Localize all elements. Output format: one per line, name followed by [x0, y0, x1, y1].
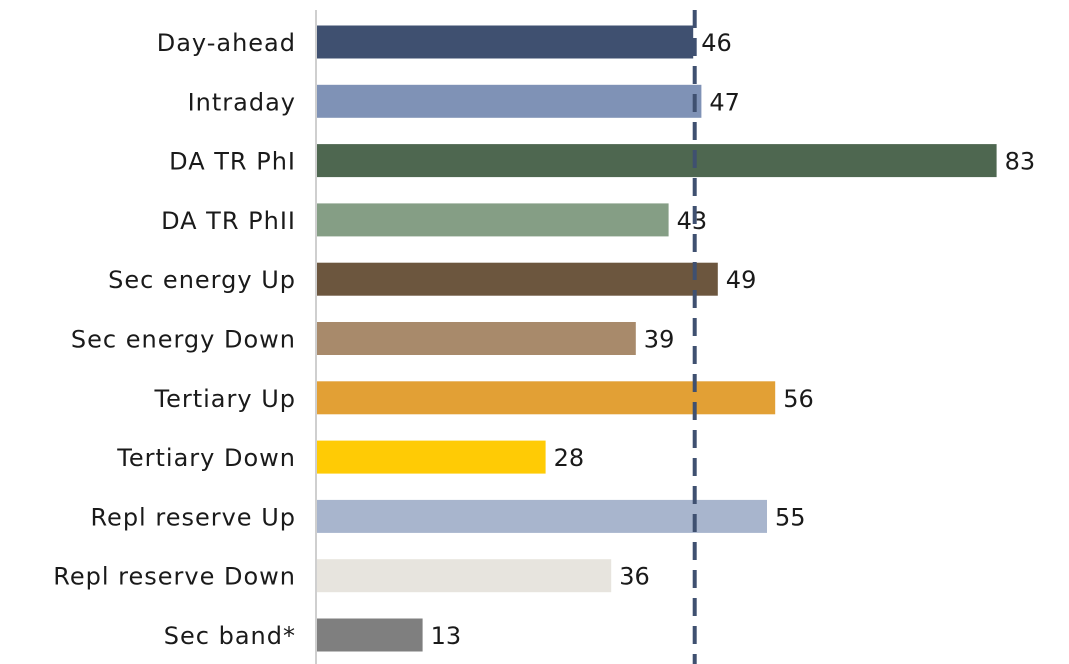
value-label: 49 [726, 266, 757, 294]
bar-sec-band [316, 618, 423, 652]
bar-tertiary-up [316, 381, 776, 415]
category-label: DA TR PhII [161, 207, 296, 235]
bar-tertiary-down [316, 440, 546, 474]
category-label: Intraday [188, 88, 296, 116]
bar-repl-reserve-up [316, 499, 767, 533]
value-label: 56 [783, 385, 814, 413]
bar-repl-reserve-down [316, 559, 612, 593]
bar-da-tr-phi [316, 144, 997, 178]
bar-da-tr-phii [316, 203, 669, 237]
bar-intraday [316, 84, 702, 118]
value-label: 55 [775, 503, 806, 531]
labels-group: Day-ahead 46 Intraday 47 DA TR PhI 83 DA TR Ph… [53, 29, 1035, 650]
value-label: 28 [554, 444, 585, 472]
category-label: Tertiary Up [154, 385, 297, 413]
bar-day-ahead [316, 25, 694, 59]
value-label: 36 [619, 563, 650, 591]
value-label: 39 [644, 326, 675, 354]
category-label: Sec energy Down [71, 326, 296, 354]
category-label: DA TR PhI [169, 148, 296, 176]
value-label: 47 [709, 88, 740, 116]
bar-sec-energy-down [316, 322, 636, 355]
bars-group [316, 25, 997, 652]
category-label: Sec energy Up [108, 266, 296, 294]
category-label: Sec band* [164, 622, 296, 650]
value-label: 43 [677, 207, 708, 235]
bar-sec-energy-up [316, 262, 718, 296]
value-label: 83 [1005, 148, 1036, 176]
category-label: Repl reserve Down [53, 563, 296, 591]
category-label: Tertiary Down [116, 444, 296, 472]
value-label: 46 [701, 29, 732, 57]
value-label: 13 [431, 622, 462, 650]
category-label: Day-ahead [157, 29, 296, 57]
category-label: Repl reserve Up [90, 503, 296, 531]
